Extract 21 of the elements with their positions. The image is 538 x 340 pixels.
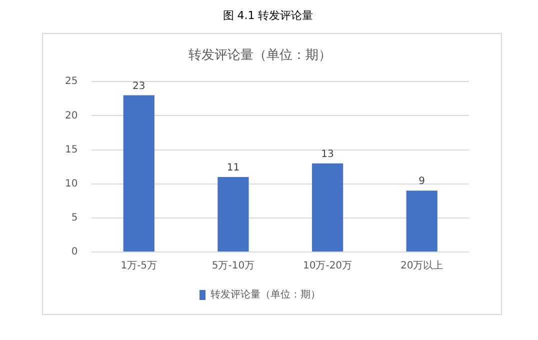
y-tick-label: 5 [71,212,78,224]
x-tick-label: 1万-5万 [120,260,158,272]
data-label: 13 [321,148,334,160]
bar [123,95,154,252]
y-tick-label: 15 [64,144,78,156]
chart-title: 转发评论量（单位：期） [188,48,332,64]
x-tick-label: 20万以上 [400,260,444,272]
data-label: 11 [226,162,240,174]
y-tick-label: 20 [64,110,78,122]
data-label: 9 [418,176,426,188]
y-tick-label: 25 [64,76,78,88]
caption: 图 4.1 转发评论量 [222,8,314,23]
legend-label: 转发评论量（单位：期） [210,288,320,301]
data-label: 23 [132,80,146,92]
bar [406,190,438,252]
y-tick-label: 0 [71,246,78,258]
bar [218,177,249,252]
y-tick-label: 10 [64,178,78,190]
x-tick-label: 5万-10万 [212,260,255,272]
bar [312,163,344,252]
x-tick-label: 10万-20万 [302,260,352,272]
